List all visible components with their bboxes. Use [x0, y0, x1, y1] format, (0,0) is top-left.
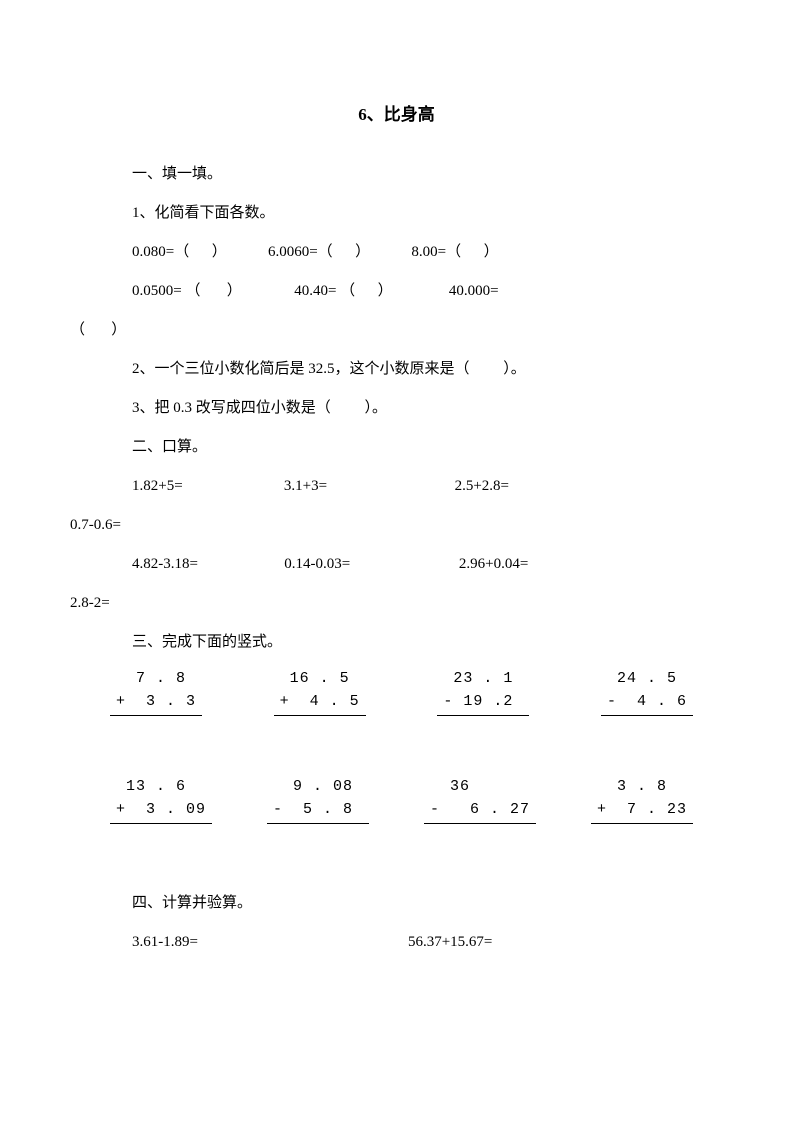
mental-row-1b: 0.7-0.6=	[70, 506, 723, 545]
vcalc-7: 36 - 6 . 27	[424, 776, 536, 824]
vcalc-bot: - 5 . 8	[267, 799, 369, 825]
vcalc-num: 3 . 09	[126, 801, 206, 818]
vcalc-top: 9 . 08	[267, 776, 369, 799]
vertical-row-1: 7 . 8 + 3 . 3 16 . 5 + 4 . 5 23 . 1 - 19…	[70, 668, 723, 716]
vcalc-num: 4 . 5	[290, 693, 360, 710]
q3-line: 3、把 0.3 改写成四位小数是（ ）。	[70, 389, 723, 428]
vcalc-num: 3 . 3	[126, 693, 196, 710]
worksheet-page: 6、比身高 一、填一填。 1、化简看下面各数。 0.080=（ ） 6.0060…	[0, 0, 793, 1122]
vcalc-top: 24 . 5	[601, 668, 693, 691]
vcalc-top: 36	[424, 776, 536, 799]
vcalc-op: +	[116, 693, 126, 710]
vcalc-bot: + 3 . 09	[110, 799, 212, 825]
section-1-heading: 一、填一填。	[70, 155, 723, 194]
vcalc-num: 4 . 6	[617, 693, 687, 710]
vcalc-num: 5 . 8	[283, 801, 363, 818]
vcalc-bot: - 6 . 27	[424, 799, 536, 825]
vcalc-bot: + 4 . 5	[274, 691, 366, 717]
vertical-row-2: 13 . 6 + 3 . 09 9 . 08 - 5 . 8 36 - 6 . …	[70, 776, 723, 824]
vcalc-3: 23 . 1 - 19 .2	[437, 668, 529, 716]
vcalc-op: -	[607, 693, 617, 710]
vcalc-bot: + 3 . 3	[110, 691, 202, 717]
vcalc-top: 13 . 6	[110, 776, 212, 799]
vcalc-op: -	[273, 801, 283, 818]
vcalc-8: 3 . 8 + 7 . 23	[591, 776, 693, 824]
vcalc-bot: + 7 . 23	[591, 799, 693, 825]
vcalc-bot: - 19 .2	[437, 691, 529, 717]
q1-row-c: （ ）	[70, 311, 723, 350]
page-title: 6、比身高	[70, 100, 723, 125]
vcalc-bot: - 4 . 6	[601, 691, 693, 717]
vcalc-top: 16 . 5	[274, 668, 366, 691]
vcalc-op: -	[443, 693, 453, 710]
vcalc-4: 24 . 5 - 4 . 6	[601, 668, 693, 716]
vcalc-1: 7 . 8 + 3 . 3	[110, 668, 202, 716]
vcalc-6: 9 . 08 - 5 . 8	[267, 776, 369, 824]
section-3-heading: 三、完成下面的竖式。	[70, 623, 723, 662]
section-4-heading: 四、计算并验算。	[70, 884, 723, 923]
vcalc-2: 16 . 5 + 4 . 5	[274, 668, 366, 716]
vcalc-num: 19 .2	[453, 693, 523, 710]
verify-row-1: 3.61-1.89= 56.37+15.67=	[70, 923, 723, 962]
q1-label: 1、化简看下面各数。	[70, 194, 723, 233]
vcalc-5: 13 . 6 + 3 . 09	[110, 776, 212, 824]
q1-row-b: 0.0500= （ ） 40.40= （ ） 40.000=	[70, 272, 723, 311]
mental-row-2: 4.82-3.18= 0.14-0.03= 2.96+0.04=	[70, 545, 723, 584]
vcalc-top: 3 . 8	[591, 776, 693, 799]
vcalc-top: 7 . 8	[110, 668, 202, 691]
q2-line: 2、一个三位小数化简后是 32.5，这个小数原来是（ ）。	[70, 350, 723, 389]
vcalc-num: 6 . 27	[440, 801, 530, 818]
vcalc-op: +	[116, 801, 126, 818]
vcalc-op: +	[597, 801, 607, 818]
q1-row-a: 0.080=（ ） 6.0060=（ ） 8.00=（ ）	[70, 233, 723, 272]
vcalc-top: 23 . 1	[437, 668, 529, 691]
mental-row-2b: 2.8-2=	[70, 584, 723, 623]
vcalc-num: 7 . 23	[607, 801, 687, 818]
vcalc-op: +	[280, 693, 290, 710]
vcalc-op: -	[430, 801, 440, 818]
section-2-heading: 二、口算。	[70, 428, 723, 467]
mental-row-1: 1.82+5= 3.1+3= 2.5+2.8=	[70, 467, 723, 506]
